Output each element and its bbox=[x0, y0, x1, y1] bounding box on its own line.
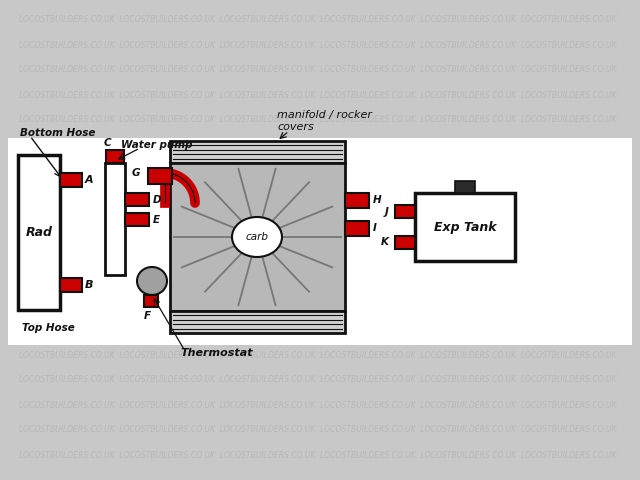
Bar bbox=[105, 163, 125, 275]
Bar bbox=[170, 141, 345, 163]
Text: LOCOSTBUILDERS.CO.UK  LOCOSTBUILDERS.CO.UK  LOCOSTBUILDERS.CO.UK  LOCOSTBUILDERS: LOCOSTBUILDERS.CO.UK LOCOSTBUILDERS.CO.U… bbox=[19, 425, 621, 434]
Text: LOCOSTBUILDERS.CO.UK  LOCOSTBUILDERS.CO.UK  LOCOSTBUILDERS.CO.UK  LOCOSTBUILDERS: LOCOSTBUILDERS.CO.UK LOCOSTBUILDERS.CO.U… bbox=[19, 400, 621, 409]
Text: Water pump: Water pump bbox=[122, 140, 193, 150]
Text: LOCOSTBUILDERS.CO.UK  LOCOSTBUILDERS.CO.UK  LOCOSTBUILDERS.CO.UK  LOCOSTBUILDERS: LOCOSTBUILDERS.CO.UK LOCOSTBUILDERS.CO.U… bbox=[19, 350, 621, 360]
Text: Thermostat: Thermostat bbox=[180, 348, 253, 358]
Bar bbox=[395, 236, 415, 249]
Text: LOCOSTBUILDERS.CO.UK  LOCOSTBUILDERS.CO.UK  LOCOSTBUILDERS.CO.UK  LOCOSTBUILDERS: LOCOSTBUILDERS.CO.UK LOCOSTBUILDERS.CO.U… bbox=[19, 91, 621, 99]
Bar bbox=[345, 221, 369, 236]
Text: G: G bbox=[131, 168, 140, 178]
Text: I: I bbox=[373, 223, 377, 233]
Text: C: C bbox=[103, 138, 111, 148]
Bar bbox=[170, 311, 345, 333]
Text: LOCOSTBUILDERS.CO.UK  LOCOSTBUILDERS.CO.UK  LOCOSTBUILDERS.CO.UK  LOCOSTBUILDERS: LOCOSTBUILDERS.CO.UK LOCOSTBUILDERS.CO.U… bbox=[19, 15, 621, 24]
Bar bbox=[8, 138, 632, 345]
Text: B: B bbox=[85, 280, 93, 290]
Bar bbox=[18, 155, 60, 310]
Bar bbox=[144, 295, 158, 307]
Text: A: A bbox=[85, 175, 93, 185]
Bar bbox=[345, 193, 369, 208]
Text: Exp Tank: Exp Tank bbox=[434, 220, 496, 233]
Text: LOCOSTBUILDERS.CO.UK  LOCOSTBUILDERS.CO.UK  LOCOSTBUILDERS.CO.UK  LOCOSTBUILDERS: LOCOSTBUILDERS.CO.UK LOCOSTBUILDERS.CO.U… bbox=[19, 40, 621, 49]
Bar bbox=[106, 150, 124, 163]
Text: carb: carb bbox=[246, 232, 269, 242]
Text: LOCOSTBUILDERS.CO.UK  LOCOSTBUILDERS.CO.UK  LOCOSTBUILDERS.CO.UK  LOCOSTBUILDERS: LOCOSTBUILDERS.CO.UK LOCOSTBUILDERS.CO.U… bbox=[19, 116, 621, 124]
Bar bbox=[170, 163, 345, 311]
Text: H: H bbox=[373, 195, 381, 205]
Bar bbox=[148, 168, 172, 184]
Text: Top Hose: Top Hose bbox=[22, 323, 75, 333]
Bar bbox=[415, 193, 515, 261]
Text: manifold / rocker
covers: manifold / rocker covers bbox=[277, 110, 372, 132]
Text: F: F bbox=[143, 311, 150, 321]
Text: Rad: Rad bbox=[26, 226, 52, 239]
Text: E: E bbox=[153, 215, 160, 225]
Ellipse shape bbox=[232, 217, 282, 257]
Text: D: D bbox=[153, 195, 162, 205]
Bar bbox=[395, 205, 415, 218]
Bar bbox=[60, 173, 82, 187]
Text: LOCOSTBUILDERS.CO.UK  LOCOSTBUILDERS.CO.UK  LOCOSTBUILDERS.CO.UK  LOCOSTBUILDERS: LOCOSTBUILDERS.CO.UK LOCOSTBUILDERS.CO.U… bbox=[19, 65, 621, 74]
Bar bbox=[60, 278, 82, 292]
Text: J: J bbox=[385, 207, 389, 217]
Bar bbox=[125, 193, 149, 206]
Text: Bottom Hose: Bottom Hose bbox=[20, 128, 95, 138]
Bar bbox=[125, 213, 149, 226]
Bar bbox=[455, 181, 475, 193]
Ellipse shape bbox=[137, 267, 167, 295]
Text: LOCOSTBUILDERS.CO.UK  LOCOSTBUILDERS.CO.UK  LOCOSTBUILDERS.CO.UK  LOCOSTBUILDERS: LOCOSTBUILDERS.CO.UK LOCOSTBUILDERS.CO.U… bbox=[19, 451, 621, 459]
Text: K: K bbox=[381, 237, 389, 247]
Text: LOCOSTBUILDERS.CO.UK  LOCOSTBUILDERS.CO.UK  LOCOSTBUILDERS.CO.UK  LOCOSTBUILDERS: LOCOSTBUILDERS.CO.UK LOCOSTBUILDERS.CO.U… bbox=[19, 375, 621, 384]
